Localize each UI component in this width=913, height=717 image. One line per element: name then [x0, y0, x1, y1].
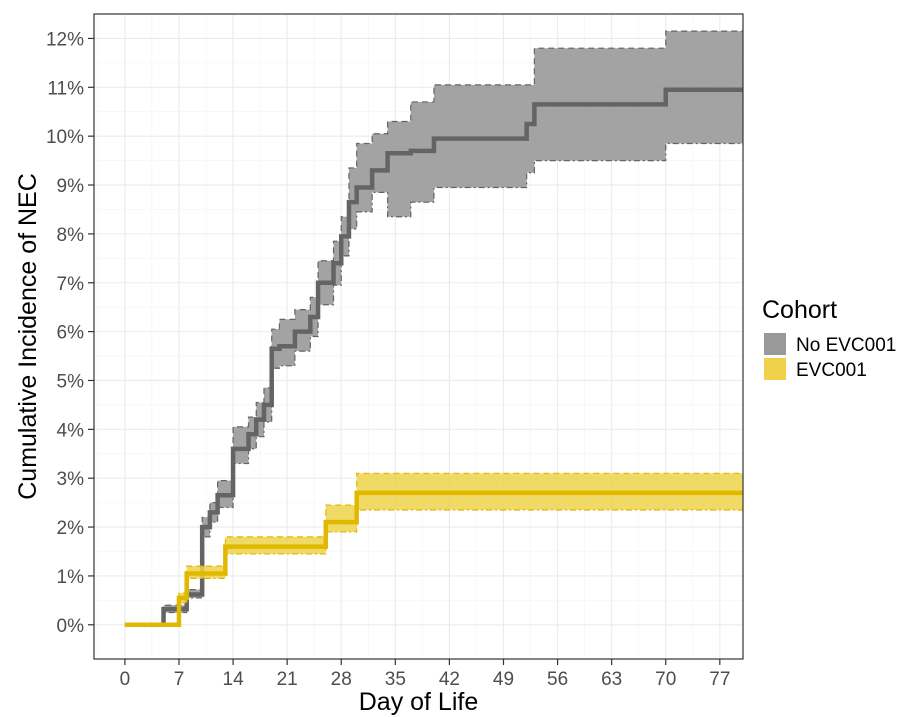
legend-title: Cohort	[762, 296, 837, 324]
confidence-band-evc001	[124, 473, 743, 625]
series-evc001	[124, 472, 743, 628]
x-tick-label: 63	[601, 669, 622, 690]
step-line-no-evc001	[124, 87, 743, 628]
y-tick-label: 2%	[57, 518, 85, 539]
grid-lines	[94, 14, 743, 659]
axes: 0 7 14 21 28 35 42 49 56 63 70 77 0% 1% 2% 3% 4% 5% 6% 7% 8%…	[46, 29, 730, 690]
x-tick-label: 35	[385, 669, 406, 690]
y-tick-label: 4%	[57, 420, 85, 441]
legend-key-evc001	[764, 358, 786, 380]
y-tick-label: 7%	[57, 274, 85, 295]
x-axis-title: Day of Life	[359, 688, 479, 716]
plot-border	[93, 13, 744, 660]
x-tick-label: 14	[223, 669, 245, 690]
y-tick-label: 10%	[46, 127, 84, 148]
x-tick-label: 28	[331, 669, 352, 690]
y-tick-label: 0%	[57, 616, 85, 637]
upper-bound-line-no-evc001	[124, 30, 743, 626]
x-tick-label: 21	[277, 669, 298, 690]
series-layer	[124, 30, 743, 628]
x-tick-label: 70	[655, 669, 676, 690]
y-axis-title: Cumulative Incidence of NEC	[14, 173, 42, 500]
legend-key-no-evc001	[764, 333, 786, 355]
y-tick-label: 8%	[57, 225, 85, 246]
x-tick-label: 42	[439, 669, 460, 690]
step-line-evc001	[124, 490, 743, 628]
legend: Cohort No EVC001 EVC001	[762, 296, 896, 381]
y-tick-label: 12%	[46, 29, 84, 50]
y-tick-label: 11%	[47, 78, 84, 99]
x-tick-label: 7	[174, 669, 185, 690]
x-tick-label: 0	[120, 669, 131, 690]
y-tick-label: 9%	[57, 176, 85, 197]
y-tick-label: 6%	[57, 323, 85, 344]
y-tick-label: 5%	[57, 371, 85, 392]
x-tick-label: 49	[493, 669, 514, 690]
x-tick-label: 56	[547, 669, 568, 690]
lower-bound-line-no-evc001	[124, 142, 743, 626]
y-tick-label: 3%	[57, 469, 85, 490]
legend-label-no-evc001: No EVC001	[796, 335, 896, 356]
y-tick-label: 1%	[57, 567, 85, 588]
x-tick-label: 77	[709, 669, 730, 690]
legend-label-evc001: EVC001	[796, 360, 867, 381]
series-no-evc001	[124, 30, 743, 628]
